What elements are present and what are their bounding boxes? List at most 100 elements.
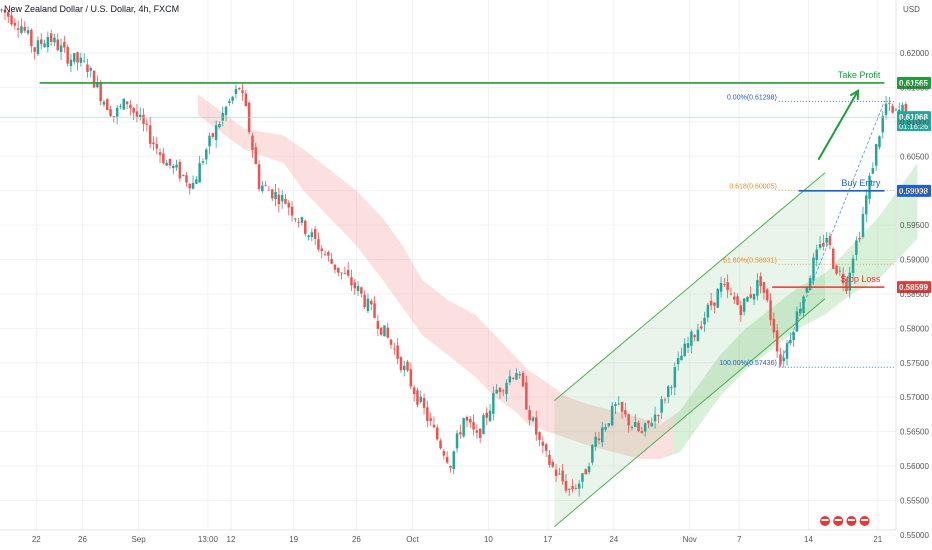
candle-body bbox=[300, 217, 304, 223]
candle-body bbox=[901, 104, 904, 114]
candle-body bbox=[304, 220, 307, 234]
candle-body bbox=[620, 401, 624, 412]
candle-body bbox=[23, 26, 26, 31]
candle-body bbox=[152, 142, 155, 145]
channel-lower-line bbox=[554, 298, 826, 527]
candle-body bbox=[211, 133, 215, 137]
candle-body bbox=[835, 265, 838, 274]
x-tick-label: 24 bbox=[609, 535, 618, 544]
candle-body bbox=[650, 423, 653, 427]
channel-upper-line bbox=[554, 172, 826, 402]
x-tick-label: 21 bbox=[873, 535, 882, 544]
candle-body bbox=[601, 427, 604, 443]
x-tick-label: 13:00 bbox=[198, 535, 219, 544]
candle-body bbox=[426, 407, 429, 421]
candle-body bbox=[502, 390, 505, 392]
candle-body bbox=[663, 399, 667, 401]
candle-body bbox=[812, 257, 815, 281]
arrow-shaft bbox=[817, 90, 859, 161]
candle-body bbox=[495, 389, 498, 394]
candle-body bbox=[746, 297, 749, 302]
candle-body bbox=[766, 289, 769, 301]
candle-body bbox=[452, 451, 455, 470]
candle-body bbox=[69, 59, 73, 67]
candle-body bbox=[59, 45, 63, 53]
candle-body bbox=[274, 191, 277, 200]
candle-body bbox=[79, 57, 83, 63]
candle-body bbox=[20, 26, 23, 33]
candle-body bbox=[158, 152, 162, 155]
candle-body bbox=[82, 60, 86, 62]
candle-body bbox=[406, 361, 409, 371]
candle-body bbox=[198, 163, 201, 183]
candle-body bbox=[874, 144, 878, 166]
candle-body bbox=[614, 404, 617, 406]
candle-body bbox=[13, 22, 17, 26]
candle-body bbox=[736, 296, 739, 305]
candle-body bbox=[637, 422, 640, 431]
candle-body bbox=[554, 469, 558, 476]
candle-body bbox=[323, 254, 327, 256]
candle-body bbox=[808, 277, 812, 291]
y-tick-label: 0.61500 bbox=[900, 83, 929, 92]
ascending-channel bbox=[554, 172, 826, 527]
candle-body bbox=[726, 282, 729, 291]
y-tick-label: 0.56000 bbox=[900, 462, 929, 471]
candle-body bbox=[538, 432, 541, 440]
candle-body bbox=[700, 326, 703, 329]
candle-body bbox=[531, 417, 535, 421]
candle-body bbox=[175, 164, 178, 168]
candle-body bbox=[409, 369, 413, 387]
candle-body bbox=[119, 105, 122, 107]
fib-level-label: 61.80%(0.58931) bbox=[723, 257, 777, 264]
candle-body bbox=[782, 357, 785, 362]
time-axis[interactable]: 22 26 Sep 13:00 12 19 26 Oct 10 17 24 Nov 7 14 21 bbox=[0, 529, 896, 544]
x-tick-label: 14 bbox=[804, 535, 813, 544]
candle-body bbox=[861, 214, 865, 237]
candle-body bbox=[822, 242, 825, 247]
candle-body bbox=[178, 161, 182, 179]
event-flag-stripe bbox=[821, 519, 829, 521]
candle-body bbox=[574, 487, 578, 489]
candle-body bbox=[828, 236, 832, 246]
candle-body bbox=[3, 9, 7, 13]
candle-body bbox=[624, 410, 627, 415]
candle-body bbox=[762, 282, 766, 293]
economic-events[interactable] bbox=[820, 516, 870, 526]
candle-body bbox=[370, 300, 373, 305]
price-tag bbox=[897, 184, 931, 197]
y-tick-label: 0.60000 bbox=[900, 187, 929, 196]
candle-body bbox=[465, 416, 469, 421]
candle-body bbox=[416, 390, 419, 405]
candle-body bbox=[49, 33, 53, 42]
candle-body bbox=[363, 294, 366, 308]
price-axis[interactable]: 0.62000 0.61500 0.61000 0.60500 0.60000 0.595… bbox=[895, 0, 929, 540]
candle-body bbox=[36, 40, 40, 54]
candle-body bbox=[40, 39, 43, 45]
candle-body bbox=[795, 311, 799, 332]
candle-body bbox=[86, 64, 89, 73]
candle-body bbox=[848, 272, 851, 291]
candle-body bbox=[690, 331, 693, 346]
candle-body bbox=[181, 175, 185, 176]
candle-body bbox=[280, 195, 284, 202]
candle-body bbox=[841, 273, 845, 284]
candle-body bbox=[33, 47, 36, 52]
candle-body bbox=[739, 305, 743, 316]
candle-body bbox=[327, 252, 330, 256]
candle-body bbox=[680, 355, 683, 361]
candle-body bbox=[317, 239, 320, 250]
candle-body bbox=[528, 410, 531, 421]
candle-body bbox=[597, 438, 601, 441]
candle-body bbox=[584, 469, 587, 475]
candle-body bbox=[769, 300, 772, 320]
candle-body bbox=[96, 82, 99, 88]
candle-body bbox=[350, 277, 353, 286]
candle-body bbox=[878, 136, 881, 148]
candle-body bbox=[429, 418, 432, 421]
candle-body bbox=[356, 286, 360, 292]
candle-body bbox=[558, 473, 561, 475]
x-tick-label: 10 bbox=[484, 535, 493, 544]
bearish-cloud bbox=[198, 94, 674, 460]
